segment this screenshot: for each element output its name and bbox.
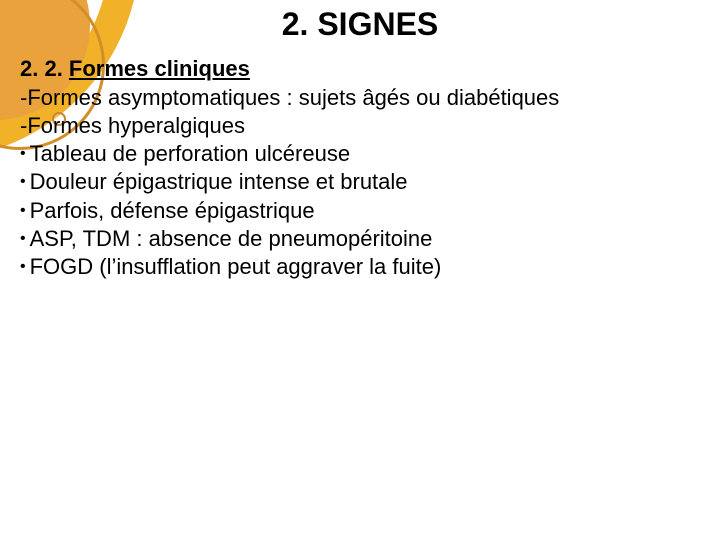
list-item-text: Parfois, défense épigastrique: [30, 197, 700, 225]
list-item: - Formes asymptomatiques : sujets âgés o…: [20, 84, 700, 112]
list-item: • Parfois, défense épigastrique: [20, 197, 700, 225]
list-item: - Formes hyperalgiques: [20, 112, 700, 140]
list-item-text: Tableau de perforation ulcéreuse: [30, 140, 700, 168]
bullet-icon: •: [20, 168, 30, 196]
subheading: 2. 2. Formes cliniques: [20, 56, 700, 82]
list-item-text: Formes asymptomatiques : sujets âgés ou …: [27, 84, 700, 112]
slide-title: 2. SIGNES: [0, 6, 720, 43]
list-item-text: Formes hyperalgiques: [27, 112, 700, 140]
slide: 2. SIGNES 2. 2. Formes cliniques - Forme…: [0, 0, 720, 540]
list-item-text: Douleur épigastrique intense et brutale: [30, 168, 700, 196]
bullet-icon: •: [20, 225, 30, 253]
content-block: 2. 2. Formes cliniques - Formes asymptom…: [20, 56, 700, 281]
list-item: • Tableau de perforation ulcéreuse: [20, 140, 700, 168]
bullet-icon: •: [20, 253, 30, 281]
dash-icon: -: [20, 112, 27, 140]
list-item: • FOGD (l’insufflation peut aggraver la …: [20, 253, 700, 281]
subheading-number: 2. 2.: [20, 56, 69, 81]
bullet-icon: •: [20, 197, 30, 225]
bullet-icon: •: [20, 140, 30, 168]
list-item: • Douleur épigastrique intense et brutal…: [20, 168, 700, 196]
subheading-label: Formes cliniques: [69, 56, 250, 81]
dash-icon: -: [20, 84, 27, 112]
list-item: • ASP, TDM : absence de pneumopéritoine: [20, 225, 700, 253]
list-item-text: FOGD (l’insufflation peut aggraver la fu…: [30, 253, 700, 281]
list-item-text: ASP, TDM : absence de pneumopéritoine: [30, 225, 700, 253]
